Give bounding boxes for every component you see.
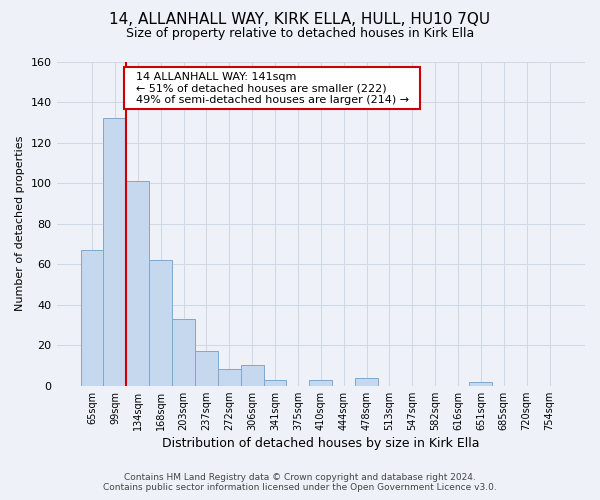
Text: 14, ALLANHALL WAY, KIRK ELLA, HULL, HU10 7QU: 14, ALLANHALL WAY, KIRK ELLA, HULL, HU10… bbox=[109, 12, 491, 28]
Text: 14 ALLANHALL WAY: 141sqm  
  ← 51% of detached houses are smaller (222)  
  49% : 14 ALLANHALL WAY: 141sqm ← 51% of detach… bbox=[128, 72, 416, 105]
Bar bbox=[263, 380, 286, 386]
Text: Size of property relative to detached houses in Kirk Ella: Size of property relative to detached ho… bbox=[126, 28, 474, 40]
Y-axis label: Number of detached properties: Number of detached properties bbox=[15, 136, 25, 312]
Bar bbox=[218, 370, 241, 386]
Bar bbox=[149, 260, 172, 386]
Bar bbox=[127, 181, 149, 386]
Text: Contains HM Land Registry data © Crown copyright and database right 2024.
Contai: Contains HM Land Registry data © Crown c… bbox=[103, 473, 497, 492]
Bar bbox=[195, 351, 218, 386]
Bar bbox=[241, 366, 263, 386]
X-axis label: Distribution of detached houses by size in Kirk Ella: Distribution of detached houses by size … bbox=[162, 437, 479, 450]
Bar bbox=[103, 118, 127, 386]
Bar bbox=[172, 319, 195, 386]
Bar bbox=[310, 380, 332, 386]
Bar bbox=[469, 382, 493, 386]
Bar bbox=[80, 250, 103, 386]
Bar bbox=[355, 378, 378, 386]
